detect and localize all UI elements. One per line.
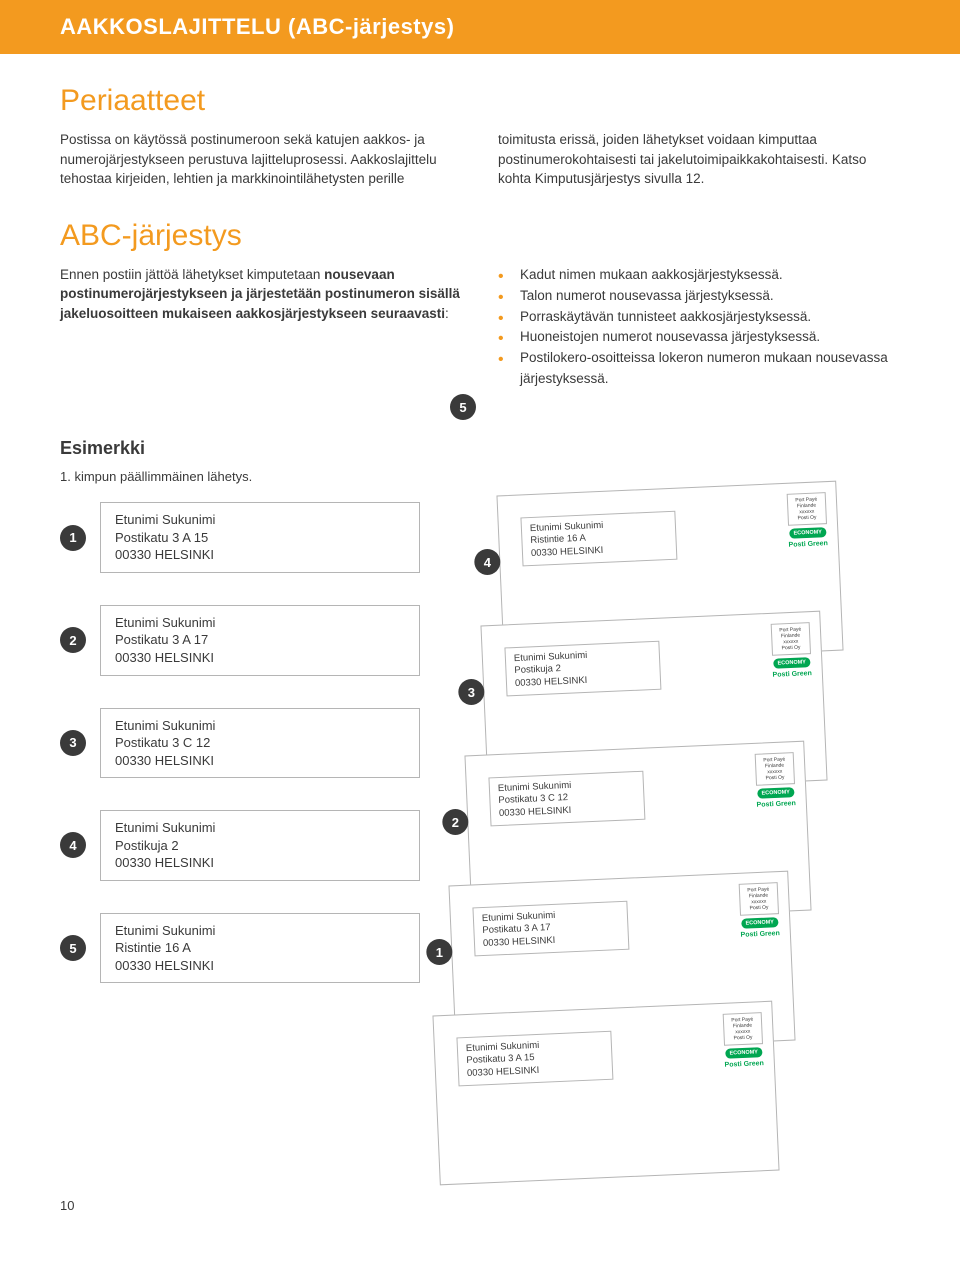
address-number-badge: 4 [60,832,86,858]
stamp-economy-badge: ECONOMY [725,1047,762,1058]
abc-columns: Ennen postiin jättöä lähetykset kimputet… [60,265,900,391]
stamp-frame: Port PayéFinlandexxxxxxPosti Oy [722,1012,763,1046]
address-number-badge: 1 [60,525,86,551]
address-row: 4 Etunimi SukunimiPostikuja 200330 HELSIN… [60,810,420,881]
page-number: 10 [60,1198,900,1213]
address-street: Ristintie 16 A [115,939,405,957]
envelope-stamp: Port PayéFinlandexxxxxxPosti OyECONOMY Po… [770,622,812,680]
address-street: Postikuja 2 [115,837,405,855]
envelope-stamp: Port PayéFinlandexxxxxxPosti OyECONOMY Po… [786,492,828,550]
stamp-posti-green: Posti Green [724,1060,764,1070]
example-area: Esimerkki 1. kimpun päällimmäinen lähety… [60,438,900,1158]
address-box: Etunimi SukunimiPostikatu 3 C 1200330 HE… [100,708,420,779]
address-street: Postikatu 3 A 17 [115,631,405,649]
abc-bullet-item: Kadut nimen mukaan aakkosjärjestyksessä. [498,265,900,286]
abc-bullet-item: Talon numerot nousevassa järjestyksessä. [498,286,900,307]
address-name: Etunimi Sukunimi [115,819,405,837]
stamp-line: Posti Oy [776,645,806,652]
address-number-badge: 5 [60,935,86,961]
envelope: Etunimi SukunimiPostikatu 3 A 1500330 HE… [432,1001,779,1186]
stamp-economy-badge: ECONOMY [773,657,810,668]
page-header-bar: AAKKOSLAJITTELU (ABC-järjestys) [0,0,960,54]
address-box: Etunimi SukunimiPostikatu 3 A 1500330 HE… [100,502,420,573]
stamp-line: Posti Oy [744,905,774,912]
address-street: Postikatu 3 A 15 [115,529,405,547]
periaatteet-columns: Postissa on käytössä postinumeroon sekä … [60,130,900,189]
periaatteet-col2: toimitusta erissä, joiden lähetykset voi… [498,130,900,189]
abc-bullet-item: Huoneistojen numerot nousevassa järjesty… [498,327,900,348]
envelope-number-badge: 2 [442,809,468,835]
address-box: Etunimi SukunimiPostikatu 3 A 1700330 HE… [100,605,420,676]
section-abc-title: ABC-järjestys [60,219,900,253]
address-box: Etunimi SukunimiPostikuja 200330 HELSINK… [100,810,420,881]
address-name: Etunimi Sukunimi [115,511,405,529]
envelope-stamp: Port PayéFinlandexxxxxxPosti OyECONOMY Po… [738,882,780,940]
stamp-posti-green: Posti Green [772,670,812,680]
envelope-number-badge: 4 [474,549,500,575]
stamp-economy-badge: ECONOMY [741,917,778,928]
stamp-frame: Port PayéFinlandexxxxxxPosti Oy [738,882,779,916]
envelope-address: Etunimi SukunimiPostikatu 3 C 1200330 HE… [488,771,645,827]
abc-bullet-list: Kadut nimen mukaan aakkosjärjestyksessä.… [498,265,900,391]
stamp-economy-badge: ECONOMY [757,787,794,798]
address-row: 2 Etunimi SukunimiPostikatu 3 A 1700330 H… [60,605,420,676]
address-street: Postikatu 3 C 12 [115,734,405,752]
periaatteet-col1: Postissa on käytössä postinumeroon sekä … [60,130,462,189]
stamp-line: Posti Oy [792,515,822,522]
envelope-stamp: Port PayéFinlandexxxxxxPosti OyECONOMY Po… [754,752,796,810]
address-row: 1 Etunimi SukunimiPostikatu 3 A 1500330 H… [60,502,420,573]
address-name: Etunimi Sukunimi [115,614,405,632]
stamp-frame: Port PayéFinlandexxxxxxPosti Oy [754,752,795,786]
stamp-frame: Port PayéFinlandexxxxxxPosti Oy [770,622,811,656]
address-row: 3 Etunimi SukunimiPostikatu 3 C 1200330 H… [60,708,420,779]
esimerkki-title: Esimerkki [60,438,420,459]
envelope-address: Etunimi SukunimiPostikuja 200330 HELSINK… [504,641,661,697]
abc-col1: Ennen postiin jättöä lähetykset kimputet… [60,265,462,391]
abc-bullet-item: Porraskäytävän tunnisteet aakkosjärjesty… [498,307,900,328]
address-city: 00330 HELSINKI [115,752,405,770]
abc-col1-post: : [445,306,449,321]
stamp-frame: Port PayéFinlandexxxxxxPosti Oy [786,492,827,526]
abc-bullet-item: Postilokero-osoitteissa lokeron numeron … [498,348,900,390]
envelope-address: Etunimi SukunimiPostikatu 3 A 1500330 HE… [456,1031,613,1087]
address-name: Etunimi Sukunimi [115,717,405,735]
address-number-badge: 2 [60,627,86,653]
stamp-posti-green: Posti Green [756,800,796,810]
envelope-number-badge: 1 [426,939,452,965]
envelope-address: Etunimi SukunimiPostikatu 3 A 1700330 HE… [472,901,629,957]
envelope-number-badge: 3 [458,679,484,705]
abc-col1-pre: Ennen postiin jättöä lähetykset kimputet… [60,267,324,282]
address-city: 00330 HELSINKI [115,957,405,975]
address-name: Etunimi Sukunimi [115,922,405,940]
envelope-address: Etunimi SukunimiRistintie 16 A00330 HELS… [520,511,677,567]
stamp-line: Posti Oy [728,1035,758,1042]
stamp-line: Posti Oy [760,775,790,782]
example-envelope-stack: 5 4Etunimi SukunimiRistintie 16 A00330 H… [440,438,900,1158]
address-city: 00330 HELSINKI [115,854,405,872]
top-stack-badge: 5 [450,394,476,420]
stamp-posti-green: Posti Green [740,930,780,940]
example-left-list: Esimerkki 1. kimpun päällimmäinen lähety… [60,438,420,1015]
address-row: 5 Etunimi SukunimiRistintie 16 A00330 HEL… [60,913,420,984]
stamp-economy-badge: ECONOMY [789,527,826,538]
section-periaatteet-title: Periaatteet [60,84,900,118]
esimerkki-subtitle: 1. kimpun päällimmäinen lähetys. [60,469,420,484]
address-box: Etunimi SukunimiRistintie 16 A00330 HELS… [100,913,420,984]
abc-col2: Kadut nimen mukaan aakkosjärjestyksessä.… [498,265,900,391]
address-city: 00330 HELSINKI [115,546,405,564]
envelope-stamp: Port PayéFinlandexxxxxxPosti OyECONOMY Po… [722,1012,764,1070]
address-city: 00330 HELSINKI [115,649,405,667]
address-number-badge: 3 [60,730,86,756]
stamp-posti-green: Posti Green [788,540,828,550]
